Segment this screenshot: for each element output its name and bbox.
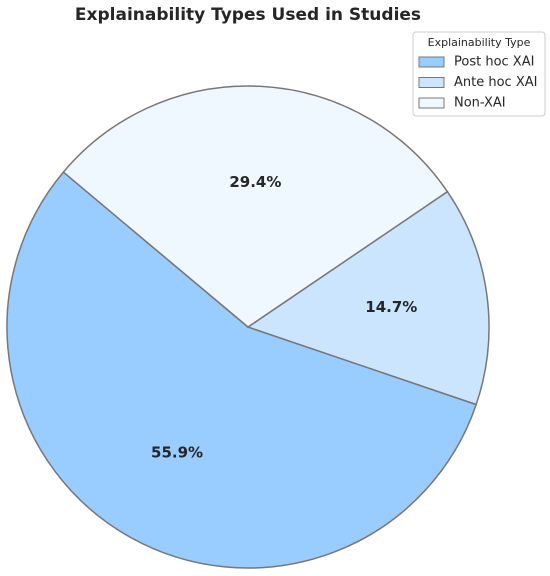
- legend-label: Post hoc XAI: [454, 55, 534, 70]
- legend-frame: [412, 31, 546, 117]
- pie-slice: [6, 171, 478, 569]
- slice-label: 55.9%: [151, 444, 203, 462]
- legend-label: Ante hoc XAI: [454, 75, 537, 90]
- chart-title: Explainability Types Used in Studies: [75, 5, 421, 25]
- pie-slice: [246, 190, 490, 406]
- legend-title: Explainability Type: [428, 36, 531, 49]
- legend-swatch: [418, 97, 445, 109]
- legend-swatch: [418, 77, 445, 88]
- slice-label: 14.7%: [365, 298, 417, 316]
- pie-slice: [62, 85, 449, 328]
- legend-label: Non-XAI: [454, 96, 506, 111]
- legend-swatch: [418, 56, 445, 68]
- slice-label: 29.4%: [229, 173, 281, 191]
- legend: Explainability Type Post hoc XAI Ante hoc …: [412, 31, 546, 117]
